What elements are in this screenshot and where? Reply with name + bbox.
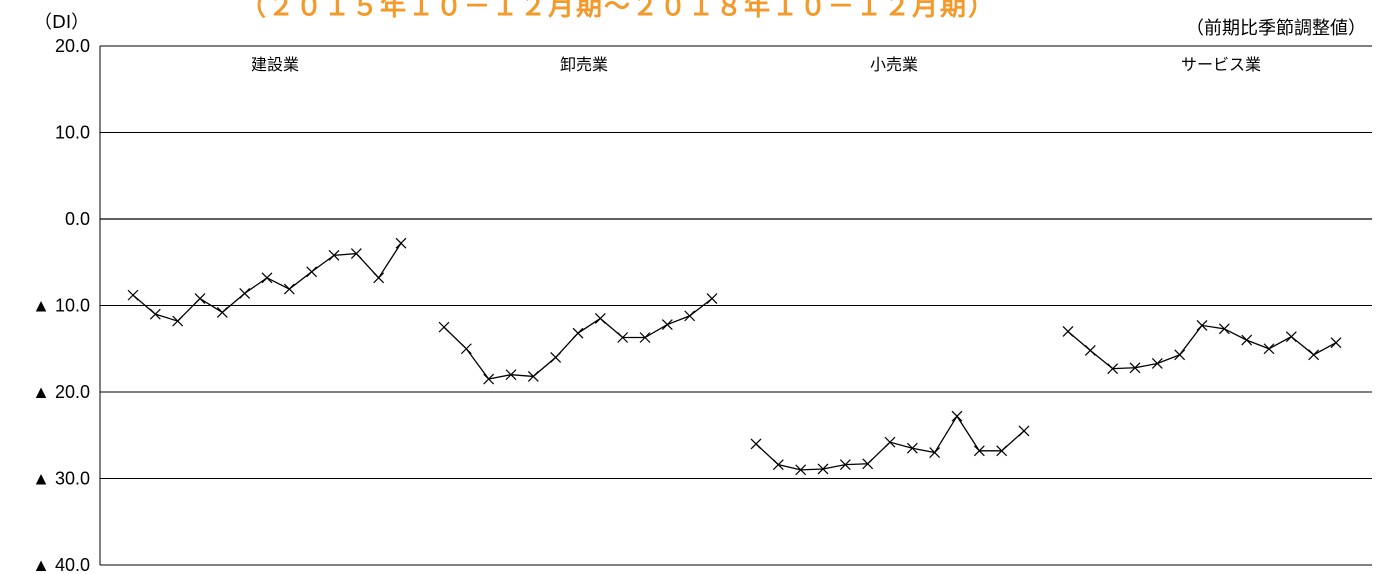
data-point-marker [1241, 334, 1253, 346]
data-point-marker [1107, 363, 1119, 375]
data-point-marker [1174, 349, 1186, 361]
data-point-marker [929, 447, 941, 458]
data-point-marker [350, 248, 362, 260]
y-tick-labels: 20.0 10.0 0.0 ▲ 10.0 ▲ 20.0 ▲ 30.0 ▲ 40.0 [32, 36, 90, 574]
series-line [132, 242, 402, 322]
panel-label: 小売業 [870, 55, 918, 74]
y-tick-label: 10.0 [55, 123, 90, 143]
data-point-marker [127, 289, 139, 301]
data-point-marker [617, 332, 629, 343]
data-point-marker [996, 445, 1008, 457]
data-point-marker [1018, 425, 1030, 437]
chart-title: （２０１５年１０－１２月期～２０１８年１０－１２月期） [240, 0, 997, 22]
data-point-marker [527, 371, 539, 382]
series-line [755, 415, 1025, 471]
data-point-marker [884, 436, 896, 448]
data-point-marker [483, 373, 495, 385]
data-point-marker [639, 332, 651, 343]
data-point-marker [750, 438, 762, 450]
data-point-marker [239, 287, 251, 299]
data-point-marker [395, 237, 407, 249]
y-tick-label: ▲ 20.0 [32, 382, 90, 402]
data-point-marker [216, 306, 228, 318]
data-point-marker [973, 445, 985, 457]
data-point-marker [1151, 358, 1163, 369]
panel-label: 建設業 [251, 55, 299, 74]
data-point-marker [373, 272, 385, 284]
series-markers [127, 237, 1342, 476]
data-point-marker [862, 458, 874, 470]
panel-labels: 建設業 卸売業 小売業 サービス業 [251, 55, 1261, 74]
data-point-marker [795, 464, 807, 476]
data-point-marker [1196, 319, 1208, 331]
data-point-marker [1285, 331, 1297, 343]
data-point-marker [572, 327, 584, 339]
adjustment-note: （前期比季節調整値） [1186, 18, 1366, 39]
data-point-marker [706, 293, 718, 305]
data-point-marker [505, 369, 517, 381]
panel-label: サービス業 [1181, 55, 1261, 74]
data-point-marker [661, 319, 673, 330]
y-tick-label: 0.0 [65, 209, 90, 229]
data-point-marker [594, 313, 606, 324]
data-point-marker [261, 272, 273, 284]
data-point-marker [772, 459, 784, 471]
series-lines [132, 242, 1337, 471]
y-tick-label: ▲ 40.0 [32, 555, 90, 574]
data-point-marker [1330, 337, 1342, 349]
data-point-marker [460, 343, 472, 355]
data-point-marker [906, 442, 918, 454]
data-point-marker [1218, 323, 1230, 335]
data-point-marker [194, 293, 206, 305]
data-point-marker [817, 463, 829, 475]
data-point-marker [1129, 362, 1141, 374]
data-point-marker [172, 315, 184, 327]
data-point-marker [438, 321, 450, 333]
data-point-marker [149, 308, 161, 320]
y-tick-label: 20.0 [55, 36, 90, 56]
gridlines [99, 45, 1372, 566]
y-axis-unit: （DI） [34, 12, 90, 33]
data-point-marker [1263, 343, 1275, 355]
data-point-marker [1062, 326, 1074, 337]
y-tick-label: ▲ 10.0 [32, 296, 90, 316]
data-point-marker [1084, 345, 1096, 356]
data-point-marker [306, 266, 318, 278]
data-point-marker [328, 249, 340, 261]
data-point-marker [1308, 349, 1320, 361]
data-point-marker [839, 459, 851, 471]
data-point-marker [550, 351, 562, 363]
panel-label: 卸売業 [560, 55, 608, 74]
y-tick-label: ▲ 30.0 [32, 469, 90, 489]
series-line [443, 298, 713, 380]
data-point-marker [283, 283, 295, 295]
data-point-marker [951, 410, 963, 422]
data-point-marker [684, 310, 696, 322]
